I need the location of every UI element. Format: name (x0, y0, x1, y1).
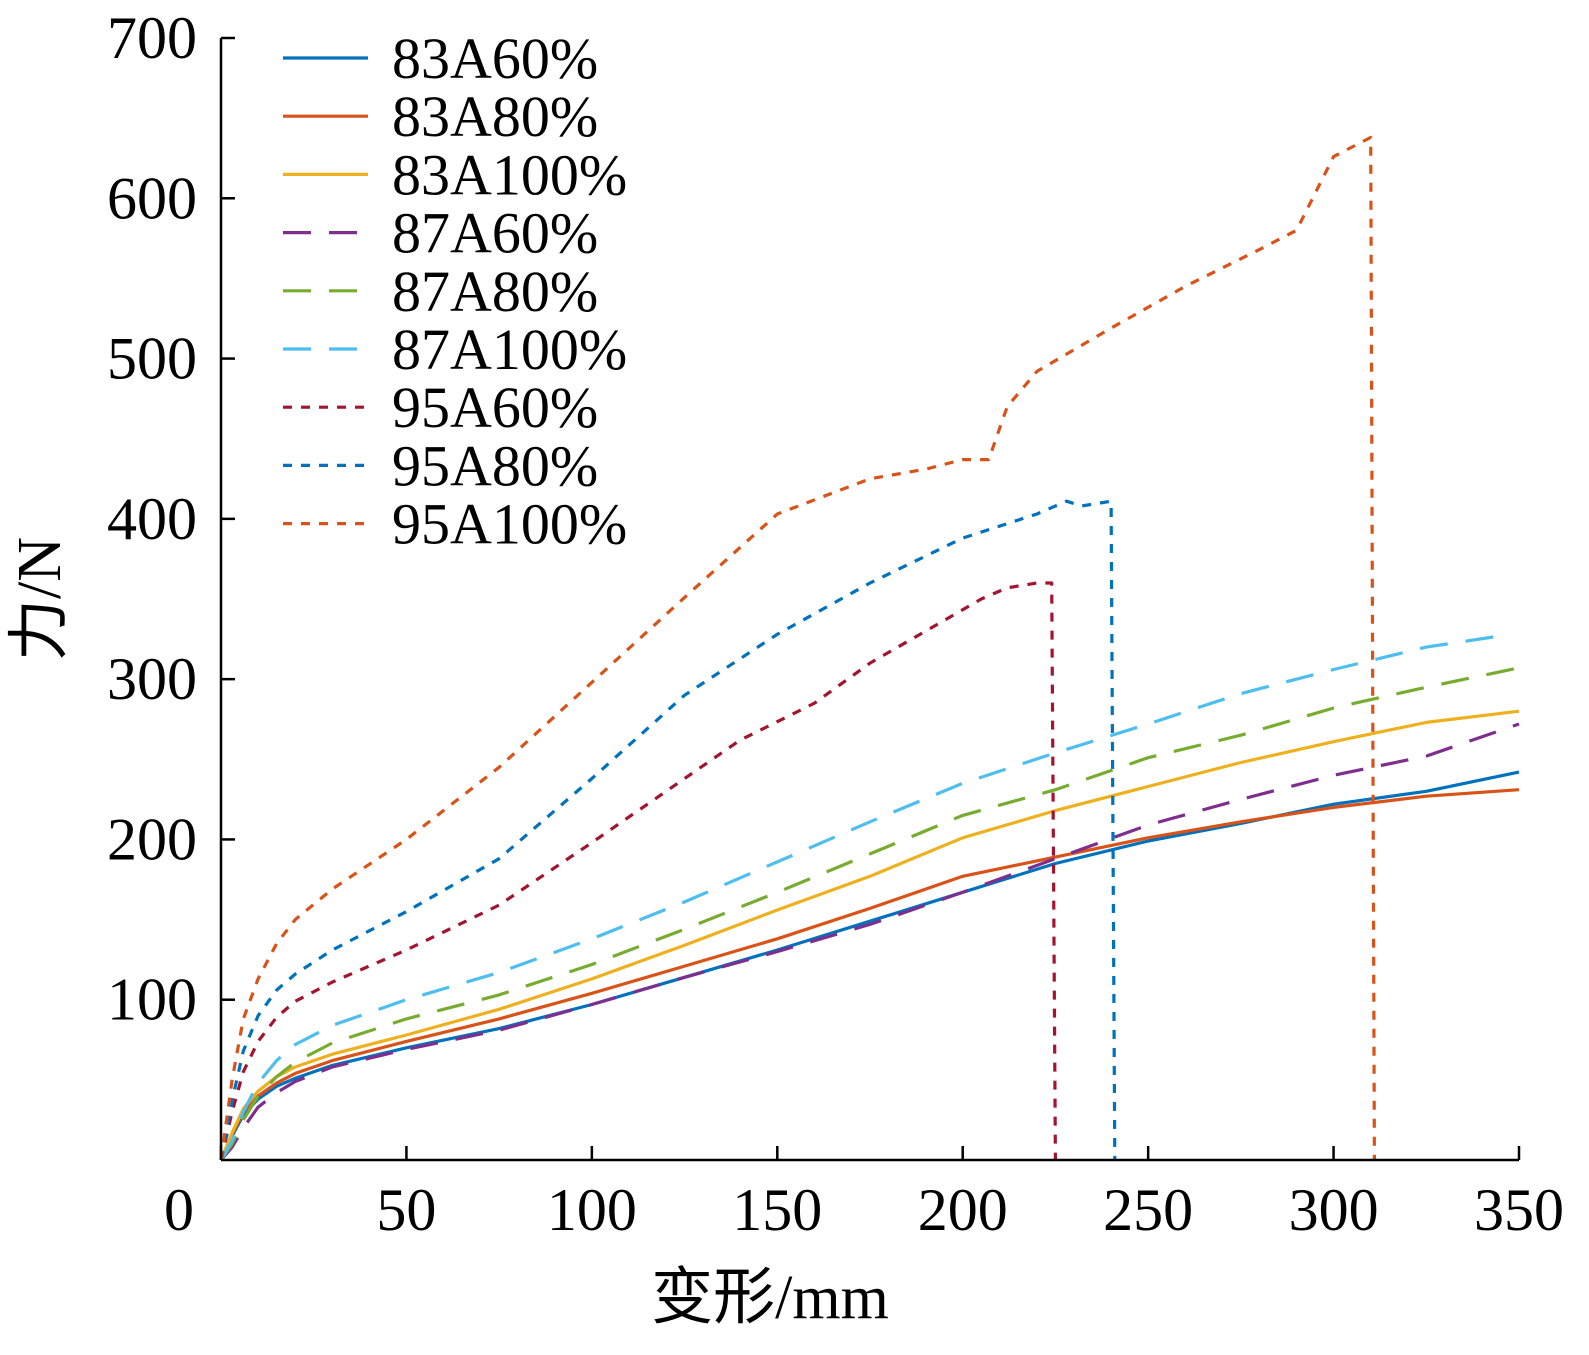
x-tick-label: 50 (376, 1177, 436, 1243)
x-tick-label: 250 (1103, 1177, 1193, 1243)
x-tick-label: 350 (1474, 1177, 1564, 1243)
x-tick-label: 0 (164, 1177, 194, 1243)
x-tick-label: 300 (1289, 1177, 1379, 1243)
y-tick-label: 400 (107, 486, 197, 552)
legend-label: 95A100% (392, 492, 627, 557)
legend-label: 87A60% (392, 201, 598, 266)
series-line-87a60pct (219, 722, 1520, 1162)
legend-label: 95A80% (392, 433, 598, 498)
x-tick-label: 200 (918, 1177, 1008, 1243)
legend-label: 87A100% (392, 317, 627, 382)
y-tick-label: 700 (107, 5, 197, 71)
y-axis-title: 力/N (6, 537, 74, 661)
y-tick-label: 200 (107, 806, 197, 872)
series-line-87a80pct (219, 666, 1520, 1161)
legend-label: 87A80% (392, 259, 598, 324)
x-tick-label: 150 (732, 1177, 822, 1243)
x-tick-label: 100 (547, 1177, 637, 1243)
legend-label: 95A60% (392, 375, 598, 440)
series-line-83a100pct (219, 709, 1520, 1161)
x-axis-title: 变形/mm (651, 1264, 889, 1332)
legend-label: 83A80% (392, 84, 598, 149)
plot-lines (219, 135, 1520, 1162)
legend-label: 83A60% (392, 26, 598, 91)
y-tick-label: 500 (107, 326, 197, 392)
series-line-83a60pct (219, 770, 1520, 1161)
series-line-83a80pct (219, 788, 1520, 1161)
series-line-95a100pct (219, 135, 1377, 1161)
y-tick-label: 600 (107, 165, 197, 231)
series-line-95a60pct (219, 581, 1057, 1161)
y-tick-label: 100 (107, 967, 197, 1033)
legend: 83A60%83A80%83A100%87A60%87A80%87A100%95… (283, 26, 627, 557)
series-line-95a80pct (219, 499, 1117, 1161)
axes: 0 50 100 150 200 250 300 350 100 200 300 400 500 600 7… (107, 5, 1564, 1243)
legend-label: 83A100% (392, 142, 627, 207)
y-tick-label: 300 (107, 646, 197, 712)
